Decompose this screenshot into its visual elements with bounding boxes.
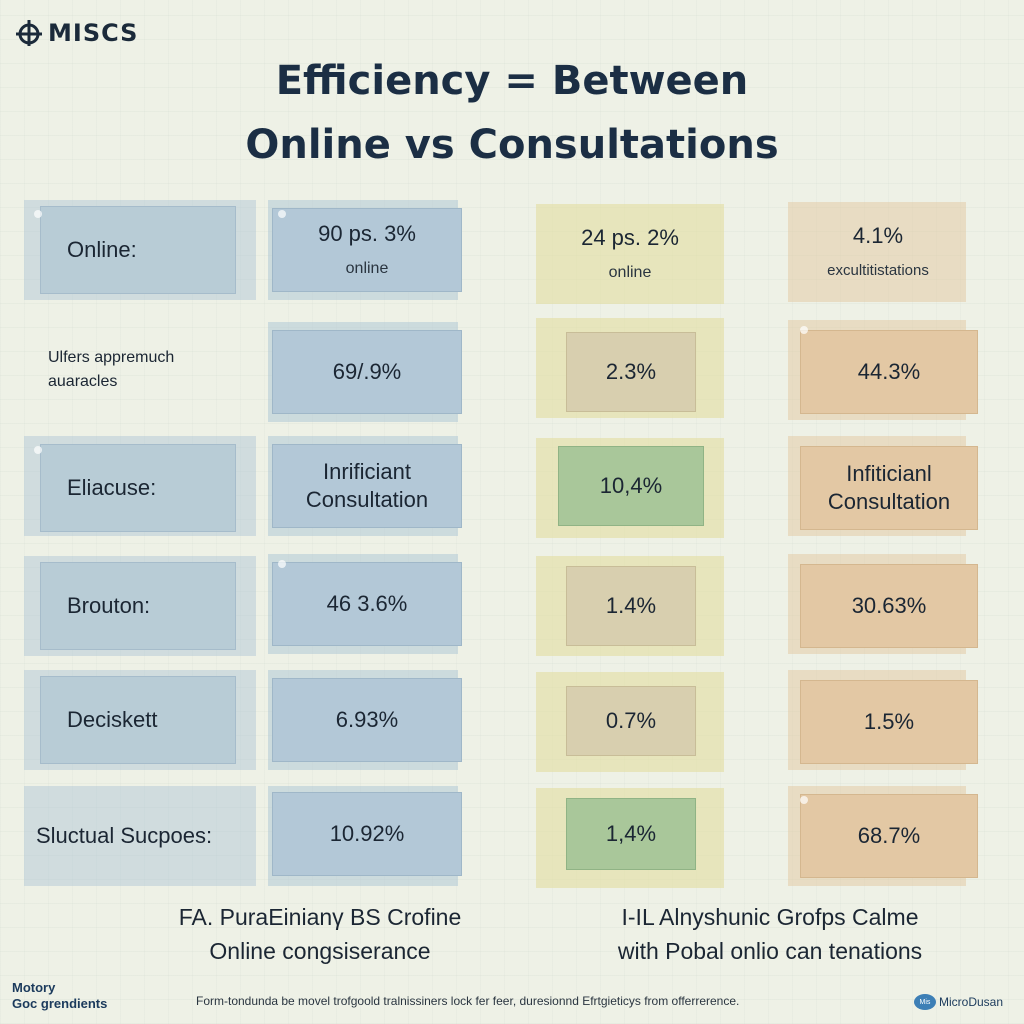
consult-value: 1.4% xyxy=(605,593,657,618)
bottom-left-line-1: Motory xyxy=(12,980,56,995)
online-value: 69/.9% xyxy=(332,359,402,384)
diff-value-line-1: Infiticianl xyxy=(846,461,932,486)
online-value-cell: Inrificiant Consultation xyxy=(272,444,462,528)
label-cell-bg xyxy=(24,786,256,886)
online-value-line-2: Consultation xyxy=(305,487,429,512)
diff-value-cell: 1.5% xyxy=(800,680,978,764)
row-label: Ulfers appremuch auaracles xyxy=(42,326,262,414)
diff-value: 44.3% xyxy=(857,359,921,384)
consult-value: 0.7% xyxy=(605,708,657,733)
diff-value-cell: 68.7% xyxy=(800,794,978,878)
footer-right-line-2: with Pobal onlio can tenations xyxy=(617,938,923,964)
row-label: Eliacuse: xyxy=(40,444,236,532)
circle-bar-logo-icon xyxy=(14,18,44,48)
bottom-left-brand: Motory Goc grendients xyxy=(12,980,107,1012)
consult-value: 24 ps. 2% xyxy=(581,225,679,250)
consult-value-cell: 1.4% xyxy=(566,566,696,646)
brand-badge-icon: Mis xyxy=(914,994,936,1010)
row-label: Sluctual Sucpoes: xyxy=(36,823,213,848)
online-value: 10.92% xyxy=(329,821,405,846)
consult-value-cell: 2.3% xyxy=(566,332,696,412)
row-label-line-2: auaracles xyxy=(48,373,118,390)
consult-value-cell: 24 ps. 2% online xyxy=(540,212,720,296)
diff-value: 30.63% xyxy=(851,593,927,618)
diff-cell-bg xyxy=(788,202,966,302)
row-label: Online: xyxy=(40,206,236,294)
sparkle-dot xyxy=(34,210,42,218)
sparkle-dot xyxy=(34,446,42,454)
diff-value: 68.7% xyxy=(857,823,921,848)
sparkle-dot xyxy=(278,560,286,568)
diff-value-line-2: Consultation xyxy=(827,489,951,514)
bottom-left-line-2: Goc grendients xyxy=(12,996,108,1011)
diff-value-cell: 30.63% xyxy=(800,564,978,648)
page-title-line-1: Efficiency = Between xyxy=(275,58,749,104)
page-title-line-2: Online vs Consultations xyxy=(245,122,779,168)
online-value-cell: 90 ps. 3% online xyxy=(272,208,462,292)
consult-value: 2.3% xyxy=(605,359,657,384)
brand-logo: MISCS xyxy=(14,16,138,50)
consult-value: 10,4% xyxy=(599,473,663,498)
online-value-cell: 6.93% xyxy=(272,678,462,762)
online-value-line-1: Inrificiant xyxy=(322,459,412,484)
online-value-cell: 46 3.6% xyxy=(272,562,462,646)
consult-value-cell: 10,4% xyxy=(558,446,704,526)
sparkle-dot xyxy=(800,326,808,334)
consult-value: 1,4% xyxy=(605,821,657,846)
footer-right: I-IL Alnyshunic Grofps Calme with Pobal … xyxy=(555,900,985,968)
bottom-note: Form-tondunda be movel trofgoold tralnis… xyxy=(196,994,740,1008)
consult-value-cell: 0.7% xyxy=(566,686,696,756)
row-label: Brouton: xyxy=(40,562,236,650)
row-label-line-1: Ulfers appremuch xyxy=(48,349,175,366)
bottom-right-text: MicroDusan xyxy=(939,995,1004,1009)
row-label: Deciskett xyxy=(40,676,236,764)
diff-value-cell: Infiticianl Consultation xyxy=(800,446,978,530)
footer-right-line-1: I-IL Alnyshunic Grofps Calme xyxy=(621,904,919,930)
footer-left-line-1: FA. PuraEinianγ BS Crofine xyxy=(178,904,462,930)
online-value-cell: 10.92% xyxy=(272,792,462,876)
online-value: 6.93% xyxy=(335,707,399,732)
consult-sublabel: online xyxy=(608,264,652,281)
sparkle-dot xyxy=(278,210,286,218)
online-value-cell: 69/.9% xyxy=(272,330,462,414)
diff-value-cell: 4.1% excultitistations xyxy=(792,210,964,294)
footer-left-line-2: Online congsiserance xyxy=(209,938,431,964)
footer-left: FA. PuraEinianγ BS Crofine Online congsi… xyxy=(110,900,530,968)
diff-sublabel: excultitistations xyxy=(827,262,929,279)
consult-cell-bg xyxy=(536,204,724,304)
online-value: 46 3.6% xyxy=(326,591,408,616)
bottom-right-brand: Mis MicroDusan xyxy=(914,994,1003,1010)
brand-name: MISCS xyxy=(48,19,139,47)
online-value: 90 ps. 3% xyxy=(318,221,416,246)
diff-value: 1.5% xyxy=(863,709,915,734)
diff-value: 4.1% xyxy=(852,223,904,248)
consult-value-cell: 1,4% xyxy=(566,798,696,870)
sparkle-dot xyxy=(800,796,808,804)
online-sublabel: online xyxy=(345,260,389,277)
diff-value-cell: 44.3% xyxy=(800,330,978,414)
